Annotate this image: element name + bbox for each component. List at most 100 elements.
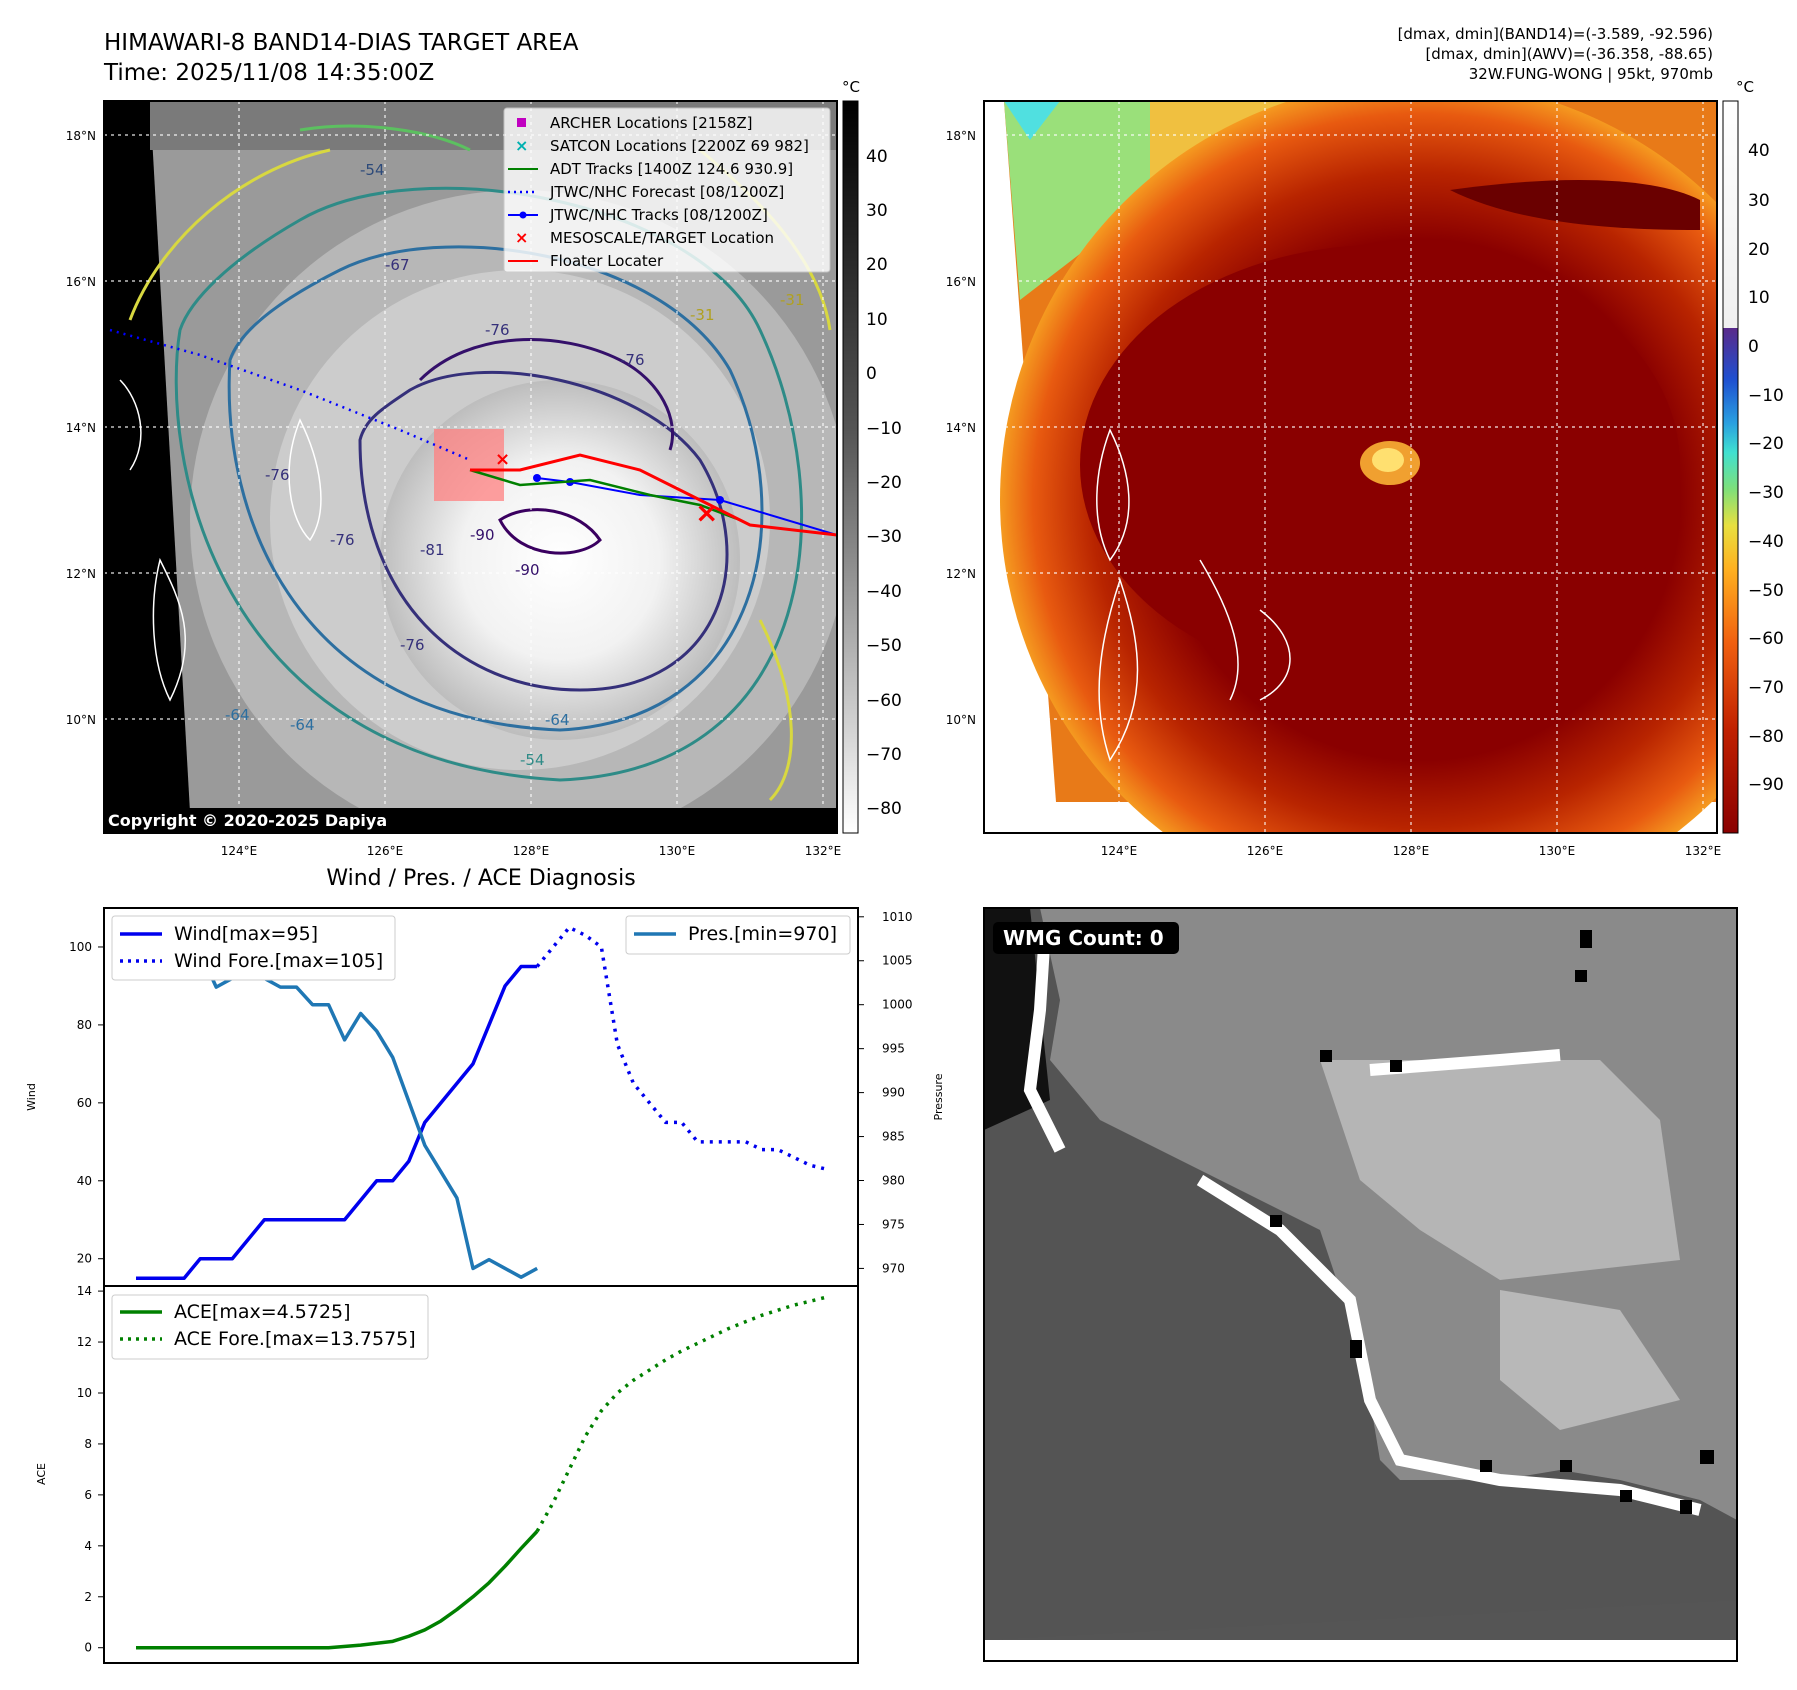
legend-pres-label: Pres.[min=970] [688, 923, 837, 945]
colorbar-tick: −40 [866, 582, 902, 602]
left-colorbar: °C 40 30 20 10 0 −10 −20 −30 −40 −50 −60… [842, 78, 902, 834]
lon-label: 126°E [367, 844, 404, 858]
lon-label: 128°E [1393, 844, 1430, 858]
lat-label: 18°N [66, 129, 96, 143]
colorbar-tick: 20 [1748, 240, 1770, 260]
pressure-axis-label: Pressure [932, 1073, 945, 1120]
legend-target-marker: × [515, 228, 528, 247]
pressure-legend: Pres.[min=970] [625, 915, 851, 955]
storm-info: 32W.FUNG-WONG | 95kt, 970mb [1469, 65, 1713, 83]
right-lon-labels: 124°E 126°E 128°E 130°E 132°E [1101, 844, 1722, 858]
jtwc-track-point [716, 496, 724, 504]
colorbar-tick: −50 [1748, 581, 1784, 601]
lat-label: 16°N [66, 275, 96, 289]
lat-label: 10°N [66, 713, 96, 727]
colorbar-tick: −30 [866, 527, 902, 547]
contour-label: -31 [780, 291, 805, 309]
wmg-count-badge [993, 922, 1179, 954]
stats-awv: [dmax, dmin](AWV)=(-36.358, -88.65) [1425, 45, 1713, 63]
y-tick-label: 4 [84, 1539, 92, 1553]
contour-label: -76 [330, 531, 355, 549]
lat-label: 14°N [946, 421, 976, 435]
y-tick-label: 10 [77, 1386, 92, 1400]
contour-label: -81 [420, 541, 445, 559]
legend-satcon-marker: × [515, 136, 528, 155]
wmg-panel [984, 908, 1737, 1661]
lon-label: 132°E [805, 844, 842, 858]
stats-band14: [dmax, dmin](BAND14)=(-3.589, -92.596) [1398, 25, 1713, 43]
contour-label: -90 [470, 526, 495, 544]
colorbar-tick: −10 [1748, 386, 1784, 406]
contour-label: -90 [515, 561, 540, 579]
colorbar-tick: −60 [866, 691, 902, 711]
colorbar-tick: −90 [1748, 775, 1784, 795]
colorbar-unit: °C [1736, 78, 1754, 96]
colorbar-tick: 30 [866, 201, 888, 221]
right-colorbar: °C 40 30 20 10 0 −10 −20 −30 −40 −50 −60… [1722, 78, 1784, 834]
left-lat-labels: 18°N 16°N 14°N 12°N 10°N [66, 129, 96, 727]
y2-tick-label: 990 [882, 1086, 905, 1100]
contour-label: -76 [485, 321, 510, 339]
legend-forecast-label: JTWC/NHC Forecast [08/1200Z] [549, 183, 784, 201]
colorbar-tick: −80 [866, 799, 902, 819]
lon-label: 128°E [513, 844, 550, 858]
left-lon-labels: 124°E 126°E 128°E 130°E 132°E [221, 844, 842, 858]
mesoscale-target-marker: × [495, 449, 510, 470]
colorbar-tick: 20 [866, 255, 888, 275]
y2-tick-label: 980 [882, 1174, 905, 1188]
legend-archer-label: ARCHER Locations [2158Z] [550, 114, 753, 132]
colorbar-tick: −60 [1748, 629, 1784, 649]
right-color-map [984, 101, 1717, 833]
legend-ace-label: ACE[max=4.5725] [174, 1301, 351, 1323]
colorbar-tick: −30 [1748, 483, 1784, 503]
figure-title: HIMAWARI-8 BAND14-DIAS TARGET AREA [104, 30, 579, 56]
colorbar-tick: −40 [1748, 532, 1784, 552]
colorbar-tick: −70 [1748, 678, 1784, 698]
wmg-frame [983, 907, 1738, 1662]
ace-y-ticks: 0 2 4 6 8 10 12 14 [77, 1284, 104, 1655]
wmg-count-label: WMG Count: 0 [1003, 926, 1164, 950]
wind-line [136, 964, 538, 1280]
lat-label: 12°N [66, 567, 96, 581]
colorbar-tick: 10 [866, 310, 888, 330]
legend-track-dot [519, 211, 527, 219]
colorbar-tick: −20 [866, 473, 902, 493]
y2-tick-label: 985 [882, 1130, 905, 1144]
floater-track [470, 453, 837, 537]
lat-label: 16°N [946, 275, 976, 289]
y-tick-label: 2 [84, 1590, 92, 1604]
lat-label: 18°N [946, 129, 976, 143]
legend-archer-marker [517, 118, 526, 127]
adt-track [469, 468, 741, 522]
legend-adt-label: ADT Tracks [1400Z 124.6 930.9] [550, 160, 793, 178]
legend-ace-fore-label: ACE Fore.[max=13.7575] [174, 1328, 416, 1350]
colorbar-tick: −80 [1748, 727, 1784, 747]
y-tick-label: 100 [69, 940, 92, 954]
colorbar-unit: °C [842, 78, 860, 96]
contour-label: -54 [360, 161, 385, 179]
wind-legend: Wind[max=95] Wind Fore.[max=105] [111, 915, 396, 981]
legend-floater-label: Floater Locater [550, 252, 664, 270]
lat-label: 12°N [946, 567, 976, 581]
contour-label: -64 [545, 711, 570, 729]
colorbar-tick: 0 [1748, 337, 1759, 357]
legend-target-label: MESOSCALE/TARGET Location [550, 229, 774, 247]
right-colorbar-ticks: 40 30 20 10 0 −10 −20 −30 −40 −50 −60 −7… [1748, 141, 1784, 795]
jtwc-track [536, 477, 837, 536]
ace-line [136, 1530, 539, 1650]
wind-y-ticks: 20 40 60 80 100 [69, 940, 104, 1266]
ace-series [136, 1295, 827, 1650]
lon-label: 126°E [1247, 844, 1284, 858]
y2-tick-label: 1010 [882, 910, 913, 924]
lon-label: 132°E [1685, 844, 1722, 858]
colorbar-tick: 40 [1748, 141, 1770, 161]
map-legend: ARCHER Locations [2158Z] × SATCON Locati… [503, 107, 831, 273]
y-tick-label: 60 [77, 1096, 92, 1110]
lon-label: 130°E [659, 844, 696, 858]
contour-label: -67 [385, 256, 410, 274]
colorbar-tick: 30 [1748, 191, 1770, 211]
pressure-y-ticks: 970 975 980 985 990 995 1000 1005 1010 [858, 910, 913, 1275]
ace-legend: ACE[max=4.5725] ACE Fore.[max=13.7575] [111, 1294, 429, 1360]
y2-tick-label: 995 [882, 1042, 905, 1056]
